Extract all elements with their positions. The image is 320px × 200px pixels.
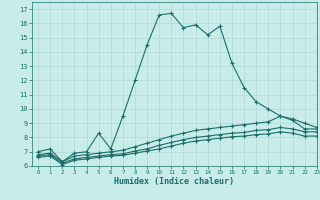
X-axis label: Humidex (Indice chaleur): Humidex (Indice chaleur) (115, 177, 234, 186)
